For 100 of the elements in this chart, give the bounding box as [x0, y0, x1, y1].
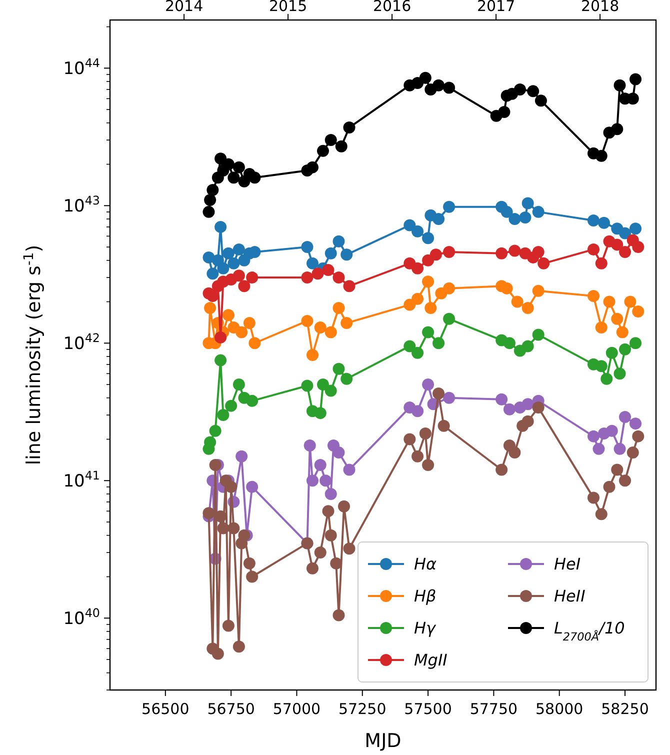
- point: [222, 620, 234, 632]
- point: [587, 290, 600, 302]
- point: [630, 73, 642, 86]
- point: [412, 292, 424, 305]
- x-tick-label: 56750: [207, 700, 255, 718]
- point: [324, 488, 337, 500]
- point: [630, 222, 642, 235]
- point: [443, 246, 456, 258]
- point: [500, 206, 513, 218]
- point: [412, 225, 424, 238]
- point: [246, 480, 258, 493]
- point: [343, 122, 356, 134]
- point: [532, 284, 544, 297]
- point: [314, 321, 326, 334]
- point: [430, 248, 442, 261]
- legend-label: Hβ: [414, 586, 436, 606]
- point: [606, 424, 618, 437]
- point: [320, 474, 332, 487]
- point: [603, 480, 616, 493]
- point: [603, 296, 616, 308]
- point: [503, 337, 516, 350]
- point: [522, 340, 534, 352]
- point: [332, 446, 345, 459]
- point: [630, 337, 642, 350]
- point: [324, 326, 337, 338]
- x-tick-label: 58000: [535, 700, 584, 718]
- point: [322, 505, 334, 518]
- legend-label: Hγ: [414, 618, 438, 638]
- point: [314, 546, 326, 559]
- legend-label: L$_{2700Å}$/10: [554, 618, 625, 644]
- point: [611, 312, 624, 325]
- legend-label: HeII: [554, 586, 586, 606]
- point: [632, 305, 644, 318]
- point: [587, 243, 600, 256]
- point: [306, 474, 318, 487]
- point: [598, 216, 610, 229]
- point: [412, 450, 424, 462]
- point: [443, 200, 456, 213]
- x2-tick-label: 2015: [268, 0, 308, 15]
- point: [432, 79, 445, 92]
- point: [595, 508, 608, 520]
- point: [614, 368, 626, 380]
- point: [217, 522, 230, 534]
- point: [422, 378, 434, 391]
- point: [202, 251, 215, 264]
- point: [316, 378, 329, 391]
- point: [322, 264, 334, 276]
- point: [511, 296, 524, 308]
- point: [632, 430, 644, 442]
- point: [496, 393, 508, 406]
- point: [422, 326, 434, 338]
- point: [214, 331, 227, 344]
- point: [422, 276, 434, 288]
- x2-tick-label: 2014: [164, 0, 204, 15]
- point: [432, 212, 445, 225]
- point: [332, 302, 345, 314]
- point: [404, 340, 416, 352]
- point: [206, 268, 219, 280]
- point: [204, 194, 216, 206]
- point: [217, 262, 230, 274]
- point: [432, 337, 445, 350]
- point: [301, 241, 314, 254]
- point: [404, 219, 416, 232]
- point: [343, 542, 356, 555]
- point: [496, 247, 508, 260]
- point: [404, 433, 416, 446]
- point: [532, 328, 544, 341]
- y-tick-label: 10$^{41}$: [63, 468, 100, 492]
- point: [332, 235, 345, 248]
- point: [248, 172, 261, 184]
- point: [422, 232, 434, 244]
- point: [202, 206, 215, 218]
- x-tick-label: 57000: [272, 700, 321, 718]
- x-axis-title: MJD: [364, 730, 402, 752]
- point: [243, 317, 256, 330]
- point: [443, 312, 456, 325]
- point: [412, 262, 424, 274]
- y-tick-label: 10$^{43}$: [63, 194, 100, 217]
- point: [228, 257, 240, 270]
- point: [332, 362, 345, 375]
- point: [238, 529, 250, 542]
- point: [314, 407, 326, 420]
- point: [324, 529, 337, 542]
- legend-label: Hα: [414, 554, 438, 574]
- point: [204, 436, 216, 448]
- point: [624, 296, 636, 308]
- point: [222, 309, 234, 322]
- x-tick-label: 57250: [338, 700, 386, 718]
- point: [214, 354, 227, 366]
- point: [630, 418, 642, 430]
- point: [301, 314, 314, 327]
- point: [619, 246, 632, 258]
- point: [587, 430, 600, 442]
- y-tick-label: 10$^{42}$: [63, 331, 100, 354]
- y-tick-label: 10$^{44}$: [63, 56, 100, 80]
- point: [534, 94, 547, 107]
- point: [614, 442, 626, 455]
- point: [619, 343, 632, 356]
- point: [306, 562, 318, 574]
- point: [424, 302, 437, 314]
